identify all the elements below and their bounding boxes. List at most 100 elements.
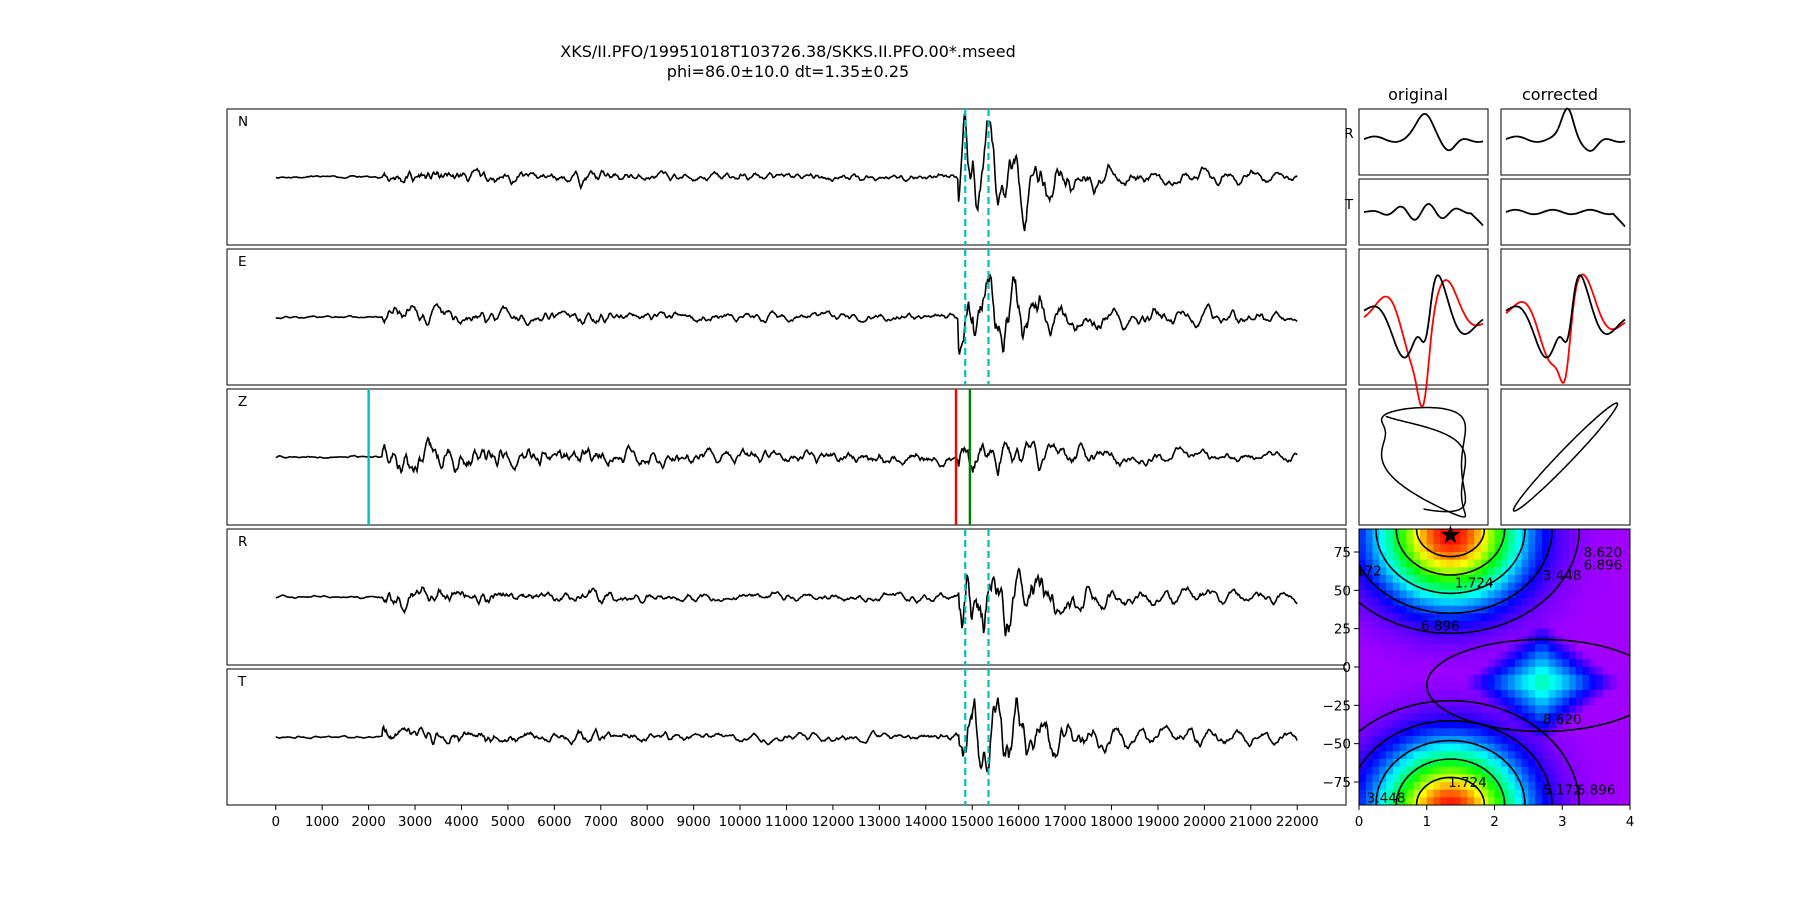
heat-cell bbox=[1602, 559, 1611, 568]
heat-cell bbox=[1467, 582, 1475, 591]
heat-cell bbox=[1487, 536, 1496, 545]
heat-cell bbox=[1379, 667, 1387, 676]
heat-cell bbox=[1426, 736, 1435, 745]
heat-cell bbox=[1392, 628, 1401, 637]
heat-cell bbox=[1447, 590, 1455, 599]
heat-cell bbox=[1426, 713, 1435, 722]
heat-cell bbox=[1616, 751, 1624, 760]
corrected-radial-wave bbox=[1505, 107, 1626, 152]
heat-cell bbox=[1575, 766, 1584, 775]
heat-cell bbox=[1501, 789, 1509, 798]
heat-cell bbox=[1508, 690, 1516, 699]
heat-cell bbox=[1508, 567, 1516, 576]
heat-cell bbox=[1379, 766, 1387, 775]
heat-cell bbox=[1487, 705, 1496, 714]
heat-cell bbox=[1602, 536, 1611, 545]
heat-cell bbox=[1379, 590, 1387, 599]
heat-cell bbox=[1623, 667, 1630, 676]
heat-cell bbox=[1426, 751, 1435, 760]
heat-cell bbox=[1474, 659, 1482, 668]
heat-cell bbox=[1575, 759, 1584, 768]
heat-cell bbox=[1609, 552, 1618, 561]
heat-cell bbox=[1589, 598, 1597, 607]
x-tick-label: 2000 bbox=[351, 814, 385, 830]
heat-cell bbox=[1562, 743, 1570, 752]
heat-cell bbox=[1555, 667, 1563, 676]
heat-cell bbox=[1453, 759, 1462, 768]
heat-cell bbox=[1440, 559, 1448, 568]
heat-cell bbox=[1481, 766, 1489, 775]
heat-cell bbox=[1562, 720, 1570, 729]
heat-cell bbox=[1582, 705, 1590, 714]
original-box-1 bbox=[1358, 178, 1489, 246]
heat-cell bbox=[1562, 682, 1570, 691]
heat-cell bbox=[1623, 559, 1630, 568]
heat-cell bbox=[1501, 536, 1509, 545]
heat-cell bbox=[1372, 605, 1380, 614]
heat-cell bbox=[1433, 559, 1441, 568]
heat-cell bbox=[1426, 667, 1435, 676]
heat-cell bbox=[1426, 621, 1435, 630]
heat-cell bbox=[1487, 728, 1496, 737]
heat-cell bbox=[1406, 529, 1414, 538]
heat-cell bbox=[1413, 621, 1421, 630]
heat-cell bbox=[1440, 590, 1448, 599]
heat-cell bbox=[1528, 674, 1536, 683]
heat-cell bbox=[1359, 774, 1367, 783]
heat-cell bbox=[1386, 728, 1394, 737]
heat-cell bbox=[1582, 690, 1590, 699]
heat-cell bbox=[1426, 605, 1435, 614]
heat-cell bbox=[1365, 782, 1374, 791]
heat-cell bbox=[1569, 613, 1577, 622]
heat-cell bbox=[1589, 713, 1597, 722]
original-box-0 bbox=[1358, 108, 1489, 176]
heat-cell bbox=[1602, 713, 1611, 722]
time-axis: 0 1000 2000 3000 4000 5000 6000 7000 8000 9000 100… bbox=[271, 805, 1319, 830]
heat-cell bbox=[1467, 743, 1475, 752]
heat-cell bbox=[1548, 743, 1557, 752]
heat-cell bbox=[1474, 736, 1482, 745]
heat-cell bbox=[1365, 544, 1374, 553]
x-tick-label: 3000 bbox=[398, 814, 432, 830]
heat-cell bbox=[1487, 743, 1496, 752]
heat-cell bbox=[1379, 720, 1387, 729]
heat-cell bbox=[1562, 667, 1570, 676]
heat-cell bbox=[1575, 544, 1584, 553]
heat-cell bbox=[1365, 536, 1374, 545]
heat-cell bbox=[1392, 605, 1401, 614]
heat-cell bbox=[1508, 782, 1516, 791]
heat-cell bbox=[1372, 713, 1380, 722]
heat-cell bbox=[1481, 728, 1489, 737]
heat-cell bbox=[1494, 697, 1502, 706]
heat-cell bbox=[1514, 628, 1523, 637]
heat-cell bbox=[1386, 559, 1394, 568]
heat-cell bbox=[1399, 636, 1408, 645]
heat-cell bbox=[1616, 659, 1624, 668]
heat-cell bbox=[1575, 636, 1584, 645]
heat-cell bbox=[1555, 705, 1563, 714]
heat-cell bbox=[1535, 552, 1543, 561]
heat-cell bbox=[1494, 667, 1502, 676]
heat-cell bbox=[1569, 552, 1577, 561]
heat-cell bbox=[1548, 636, 1557, 645]
heat-cell bbox=[1582, 667, 1590, 676]
heat-cell bbox=[1420, 789, 1428, 798]
heat-cell bbox=[1555, 743, 1563, 752]
heat-cell bbox=[1541, 559, 1550, 568]
heat-cell bbox=[1372, 590, 1380, 599]
heat-cell bbox=[1447, 774, 1455, 783]
x-tick-label: 13000 bbox=[858, 814, 901, 830]
heat-cell bbox=[1386, 736, 1394, 745]
trace-panel-z: Z bbox=[226, 388, 1347, 526]
heat-cell bbox=[1426, 544, 1435, 553]
heat-cell bbox=[1596, 598, 1604, 607]
heat-cell bbox=[1359, 705, 1367, 714]
heat-cell bbox=[1399, 705, 1408, 714]
heat-cell bbox=[1392, 766, 1401, 775]
heat-cell bbox=[1609, 644, 1618, 653]
heat-cell bbox=[1623, 567, 1630, 576]
heat-cell bbox=[1508, 651, 1516, 660]
heat-cell bbox=[1596, 705, 1604, 714]
heat-cell bbox=[1453, 667, 1462, 676]
heat-cell bbox=[1399, 590, 1408, 599]
